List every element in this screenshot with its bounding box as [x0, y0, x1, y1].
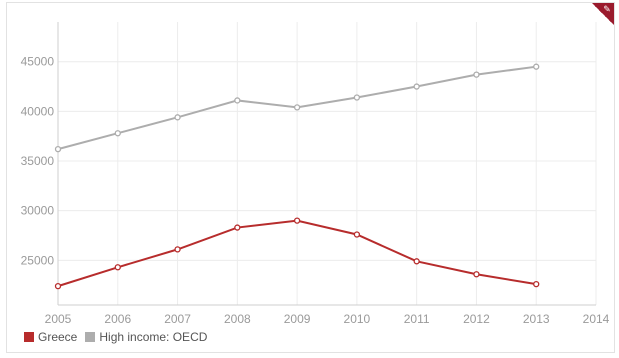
data-point-greece[interactable]	[353, 231, 361, 238]
data-point-greece[interactable]	[473, 271, 480, 278]
x-tick-label: 2014	[583, 312, 610, 326]
data-point-greece[interactable]	[293, 217, 301, 224]
legend-swatch-oecd	[85, 332, 96, 342]
data-point-oecd[interactable]	[54, 145, 62, 153]
x-tick-labels: 2005 2006 2007 2008 2009 2010 2011 2012 2013 2014	[45, 312, 610, 326]
legend-label-oecd: High income: OECD	[99, 330, 208, 344]
y-tick-label: 45000	[21, 55, 55, 69]
data-point-greece[interactable]	[234, 224, 241, 231]
data-point-oecd[interactable]	[353, 94, 361, 101]
legend-swatch-greece	[24, 332, 34, 342]
legend: Greece High income: OECD	[24, 328, 215, 346]
data-point-greece[interactable]	[174, 246, 181, 253]
data-point-greece[interactable]	[533, 280, 540, 288]
x-tick-label: 2010	[344, 312, 371, 326]
data-point-greece[interactable]	[413, 258, 420, 265]
data-point-oecd[interactable]	[234, 97, 241, 104]
chart-panel: ✎	[6, 2, 615, 353]
corner-badge[interactable]: ✎	[592, 3, 614, 25]
axes	[57, 22, 596, 306]
series-points	[54, 63, 540, 290]
grid	[57, 22, 597, 305]
x-tick-label: 2008	[224, 312, 251, 326]
x-tick-label: 2007	[164, 312, 191, 326]
data-point-oecd[interactable]	[413, 83, 420, 90]
data-point-greece[interactable]	[54, 282, 62, 290]
x-tick-label: 2013	[523, 312, 550, 326]
share-icon[interactable]: ✎	[603, 4, 611, 14]
data-point-oecd[interactable]	[114, 130, 121, 137]
x-tick-label: 2009	[284, 312, 311, 326]
x-tick-label: 2012	[463, 312, 490, 326]
data-point-oecd[interactable]	[533, 63, 540, 70]
data-point-greece[interactable]	[114, 264, 121, 271]
x-tick-label: 2011	[404, 312, 430, 326]
y-tick-label: 35000	[21, 154, 55, 168]
y-tick-label: 40000	[21, 104, 55, 118]
legend-label-greece: Greece	[38, 330, 78, 344]
legend-item-greece[interactable]: Greece	[24, 330, 77, 344]
y-tick-label: 25000	[21, 253, 55, 267]
y-tick-label: 30000	[21, 204, 55, 218]
data-point-oecd[interactable]	[293, 104, 301, 111]
x-tick-label: 2006	[104, 312, 131, 326]
legend-item-oecd[interactable]: High income: OECD	[85, 330, 207, 344]
y-tick-labels: 25000 30000 35000 40000 45000	[21, 55, 55, 268]
x-tick-label: 2005	[45, 312, 72, 326]
data-point-oecd[interactable]	[174, 114, 181, 121]
data-point-oecd[interactable]	[473, 71, 480, 78]
